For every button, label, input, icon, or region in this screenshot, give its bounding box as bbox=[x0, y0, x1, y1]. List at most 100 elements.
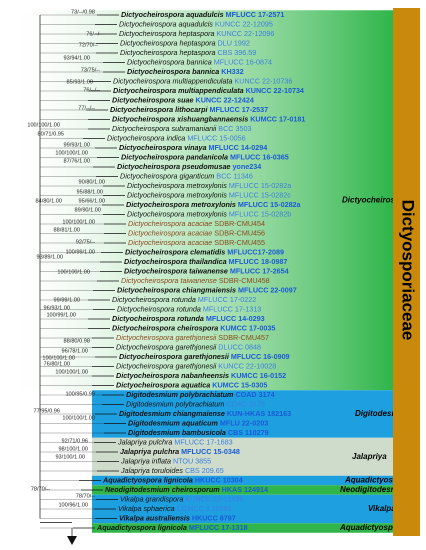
taxon-label: Dictyocheirospora vinaya MFLUCC 14-0294 bbox=[119, 143, 267, 152]
strain: KUN-HKAS 182163 bbox=[227, 409, 291, 418]
strain: BCC 3503 bbox=[218, 124, 251, 133]
taxon-label: Digitodesmium chiangmaiense KUN-HKAS 182… bbox=[119, 409, 291, 418]
taxon-label: Dictyocheirospora acaciae SDBR-CMU454 bbox=[128, 219, 265, 228]
taxon-name: Dictyocheirospora garethjonesii bbox=[116, 361, 217, 370]
strain: MFLUCC 17-0222 bbox=[198, 295, 256, 304]
support-value: 100/100/1.00 bbox=[55, 150, 88, 156]
strain: MFLUCC 15-0056 bbox=[187, 133, 245, 142]
support-value: 85/93/1.00 bbox=[67, 79, 93, 85]
strain: MFLUCC 14-0293 bbox=[206, 314, 265, 323]
support-value: 77/--/-- bbox=[78, 105, 95, 111]
taxon-name: Dictyocheirospora bannica bbox=[127, 57, 212, 66]
support-value: 100/99/1.00 bbox=[46, 312, 76, 318]
taxon-label: Dictyocheirospora multiappendiculata KUN… bbox=[113, 86, 304, 95]
taxon-name: Dictyocheirospora multiappendiculata bbox=[113, 76, 232, 85]
taxon-label: Jalapriya pulchra MFLUCC 17-1683 bbox=[117, 437, 233, 446]
taxon-name: Dictyocheirospora xishuangbannaensis bbox=[112, 114, 248, 123]
taxon-name: Dictyocheirospora pandanicola bbox=[121, 152, 228, 161]
clade-band bbox=[92, 494, 393, 524]
strain: KUMCC 17-0035 bbox=[220, 323, 275, 332]
support-value: 73/--/0.98 bbox=[71, 9, 95, 15]
taxon-name: Dictyocheirospora metroxylonis bbox=[127, 190, 227, 199]
strain: KUMCC 15-0305 bbox=[212, 380, 267, 389]
taxon-name: Dictyocheirospora taiwanense bbox=[124, 266, 228, 275]
taxon-label: Dictyocheirospora subramanianii BCC 3503 bbox=[112, 124, 251, 133]
taxon-name: Jalapriya toruloides bbox=[120, 466, 183, 475]
strain: yone234 bbox=[232, 162, 261, 171]
taxon-name: Dictyocheirospora cheirospora bbox=[112, 323, 218, 332]
support-value: 100/100/1.00 bbox=[62, 415, 95, 421]
taxon-name: Jalapriya pulchra bbox=[117, 437, 172, 446]
taxon-label: Dictyocheirospora heptaspora CBS 396.59 bbox=[120, 48, 256, 57]
strain: SDBR-CMU454 bbox=[214, 219, 265, 228]
taxon-label: Dictyocheirospora bannica MFLUCC 16-0874 bbox=[127, 57, 272, 66]
taxon-label: Dictyocheirospora clematidis MFLUCC17-20… bbox=[125, 247, 284, 256]
strain: MFLUCC 15-0282a bbox=[229, 181, 291, 190]
taxon-name: Dictyocheirospora acaciae bbox=[128, 238, 212, 247]
strain: DLUCC 0848 bbox=[218, 342, 261, 351]
strain: KUNCC 22-10028 bbox=[218, 361, 276, 370]
strain: MFLUCC 15-0282a bbox=[238, 200, 302, 209]
strain: KUNCC 22-12435 bbox=[185, 494, 243, 503]
taxon-label: Dictyocheirospora cheirospora KUMCC 17-0… bbox=[112, 323, 275, 332]
taxon-label: Dictyocheirospora heptaspora DLU 1992 bbox=[120, 38, 250, 47]
support-value: 100/96/1.00 bbox=[58, 502, 88, 508]
strain: MFLUCC 15-0348 bbox=[181, 447, 240, 456]
strain: CBS 396.59 bbox=[218, 48, 257, 57]
taxon-name: Dictyocheirospora chiangmaiensis bbox=[117, 285, 236, 294]
taxon-name: Dictyocheirospora giganticum bbox=[120, 171, 214, 180]
strain: MFLUCC 17-2571 bbox=[226, 10, 285, 19]
taxon-name: Dictyocheirospora garethjonesii bbox=[119, 352, 230, 361]
strain: MFLUCC 17-1313 bbox=[203, 304, 261, 313]
taxon-name: Dictyocheirospora metroxylonis bbox=[126, 200, 236, 209]
strain: KUNCC 22-12424 bbox=[196, 95, 254, 104]
taxon-name: Dictyocheirospora aquadulcis bbox=[121, 10, 224, 19]
strain: MFLUCC17-2089 bbox=[227, 247, 284, 256]
taxon-name: Jalapriya inflata bbox=[120, 456, 171, 465]
strain: CGMCC 3.20682 bbox=[177, 504, 232, 513]
taxon-label: Digitodesmium aquaticum MFLU 22-0203 bbox=[128, 418, 268, 427]
taxon-name: Dictyocheirospora nabanheensis bbox=[116, 371, 229, 380]
taxon-name: Dictyocheirospora heptaspora bbox=[120, 38, 216, 47]
taxon-name: Dictyocheirospora acaciae bbox=[128, 228, 212, 237]
support-value: 88/80/0.98 bbox=[64, 338, 90, 344]
taxon-label: Dictyocheirospora nabanheensis KUMCC 16-… bbox=[116, 371, 286, 380]
support-value: 100/100/1.00 bbox=[42, 355, 75, 361]
taxon-name: Aquadictyospora lignicola bbox=[102, 475, 193, 484]
taxon-label: Dictyocheirospora xishuangbannaensis KUM… bbox=[112, 114, 305, 123]
strain: COAD 3175 bbox=[226, 399, 265, 408]
taxon-label: Dictyocheirospora garethjonesii SDBR-CMU… bbox=[116, 333, 269, 342]
taxon-label: Dictyocheirospora aquadulcis KUNCC 22-12… bbox=[119, 19, 273, 28]
taxon-name: Digitodesmium bambusicola bbox=[128, 428, 226, 437]
strain: MFLUCC 16-0365 bbox=[230, 152, 289, 161]
taxon-label: Dictyocheirospora heptaspora KUNCC 22-12… bbox=[119, 29, 274, 38]
taxon-name: Neodigitodesmium cheirosporum bbox=[105, 485, 220, 494]
strain: MFLUCC 22-0097 bbox=[238, 285, 297, 294]
strain: KUMCC 17-0181 bbox=[250, 114, 305, 123]
taxon-label: Dictyocheirospora garethjonesii DLUCC 08… bbox=[116, 342, 261, 351]
taxon-name: Digitodesmium polybrachiatum bbox=[126, 399, 224, 408]
taxon-name: Dictyocheirospora metroxylonis bbox=[127, 209, 227, 218]
strain: CBS 110279 bbox=[228, 428, 269, 437]
strain: KUNCC 22-10734 bbox=[246, 86, 304, 95]
family-bar bbox=[393, 8, 420, 536]
support-value: 100/95/0.99 bbox=[65, 391, 95, 397]
taxon-name: Dictyocheirospora heptaspora bbox=[119, 29, 215, 38]
taxon-name: Dictyocheirospora garethjonesii bbox=[116, 342, 217, 351]
strain: HKAS 124914 bbox=[222, 485, 268, 494]
taxon-label: Digitodesmium bambusicola CBS 110279 bbox=[128, 428, 269, 437]
taxon-label: Vikalpa sphaerica CGMCC 3.20682 bbox=[118, 504, 232, 513]
strain: SDBR-CMU457 bbox=[218, 333, 269, 342]
support-value: 99/93/1.00 bbox=[64, 142, 90, 148]
clade-label: Neodigitodesmium bbox=[340, 485, 412, 494]
taxon-name: Dictyocheirospora thailandica bbox=[124, 257, 227, 266]
support-value: 80/71/0.95 bbox=[38, 131, 64, 137]
strain: KH332 bbox=[221, 67, 243, 76]
strain: MFLUCC 17-1318 bbox=[189, 523, 248, 532]
taxon-label: Dictyocheirospora pseudomusae yone234 bbox=[117, 162, 261, 171]
taxon-name: Dictyocheirospora indica bbox=[107, 133, 185, 142]
strain: MFLUCC 17-1683 bbox=[174, 437, 232, 446]
clade-label: Vikalpa bbox=[368, 504, 396, 513]
support-value: 93/94/1.00 bbox=[64, 55, 90, 61]
support-value: 89/90/1.00 bbox=[75, 207, 101, 213]
